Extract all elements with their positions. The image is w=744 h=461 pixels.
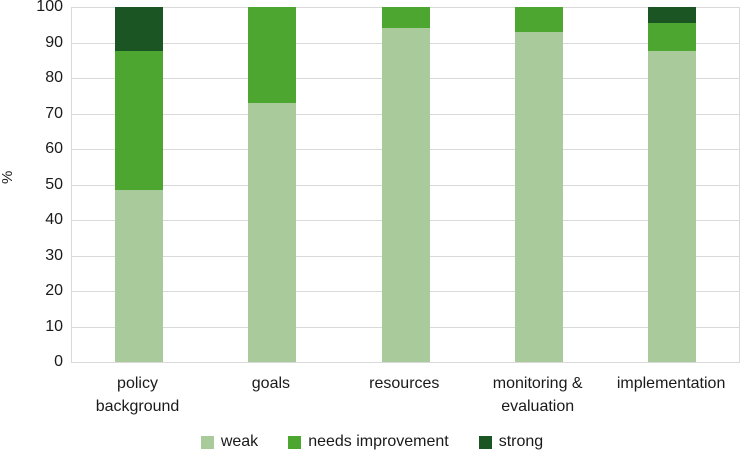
segment-weak	[648, 51, 697, 362]
segment-weak	[248, 102, 297, 362]
legend-item-needs-improvement: needs improvement	[288, 433, 449, 451]
x-tick-label-resources: resources	[369, 375, 440, 392]
y-tick-label-100: 100	[36, 0, 63, 15]
legend-label: weak	[220, 433, 259, 450]
y-tick-label-60: 60	[45, 140, 63, 157]
y-tick-label-70: 70	[45, 104, 63, 122]
legend-item-weak: weak	[200, 433, 259, 451]
y-tick-label-90: 90	[45, 33, 63, 51]
segment-needs-improvement	[248, 7, 297, 103]
bar-resources	[381, 7, 430, 362]
segment-strong	[648, 7, 697, 23]
bar-implementation	[648, 7, 697, 362]
y-tick-label-30: 30	[45, 246, 63, 264]
legend-item-strong: strong	[478, 433, 544, 451]
legend-label: strong	[498, 433, 544, 450]
segment-weak	[514, 31, 563, 362]
x-tick-label-goals: goals	[251, 375, 291, 392]
bar-monitoring-&-evaluation	[514, 7, 563, 362]
plot-area	[71, 7, 740, 363]
y-tick-label-80: 80	[45, 69, 63, 86]
segment-needs-improvement	[114, 51, 163, 190]
y-tick-label-20: 20	[45, 282, 63, 299]
bar-goals	[248, 7, 297, 362]
y-tick-label-10: 10	[45, 317, 63, 335]
x-tick-label-monitoring-&-evaluation: monitoring & evaluation	[492, 375, 583, 415]
segment-weak	[114, 189, 163, 362]
legend-swatch-icon	[478, 435, 492, 449]
segment-strong	[114, 7, 163, 52]
segment-weak	[381, 28, 430, 362]
y-tick-label-50: 50	[45, 175, 63, 193]
legend-swatch-icon	[288, 435, 302, 449]
legend: weak needs improvement strong	[0, 433, 744, 451]
x-tick-label-implementation: implementation	[616, 375, 726, 392]
segment-needs-improvement	[648, 22, 697, 52]
y-tick-label-0: 0	[54, 353, 63, 370]
bar-policy-background	[114, 7, 163, 362]
gridline-0	[72, 362, 739, 363]
y-tick-label-40: 40	[45, 211, 63, 228]
x-tick-label-policy-background: policy background	[95, 375, 180, 415]
legend-label: needs improvement	[308, 433, 449, 450]
segment-needs-improvement	[514, 7, 563, 32]
segment-needs-improvement	[381, 7, 430, 29]
legend-swatch-icon	[200, 435, 214, 449]
